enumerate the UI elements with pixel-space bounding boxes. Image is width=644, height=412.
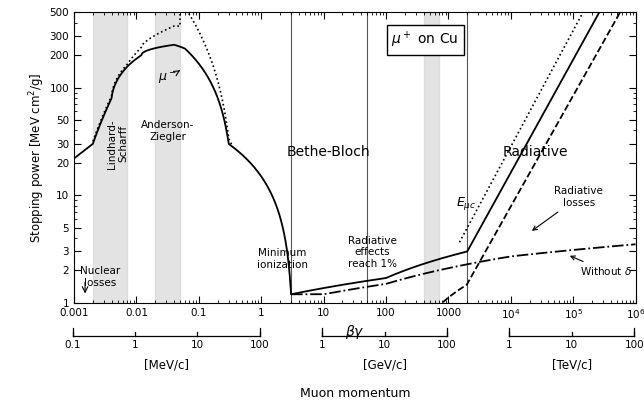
Text: Bethe-Bloch: Bethe-Bloch	[287, 145, 370, 159]
Text: $E_{\mu c}$: $E_{\mu c}$	[456, 195, 476, 212]
Text: 1: 1	[506, 340, 513, 350]
Text: Without $\delta$: Without $\delta$	[571, 256, 632, 277]
Text: Muon momentum: Muon momentum	[299, 387, 410, 400]
Text: 100: 100	[437, 340, 457, 350]
Bar	[93, 12, 127, 303]
X-axis label: $\beta\gamma$: $\beta\gamma$	[345, 323, 365, 341]
Text: Radiative
effects
reach 1%: Radiative effects reach 1%	[348, 236, 397, 269]
Text: $\mu^+$ on Cu: $\mu^+$ on Cu	[392, 30, 459, 50]
Text: [MeV/c]: [MeV/c]	[144, 358, 189, 372]
Text: 0.1: 0.1	[64, 340, 80, 350]
Text: Minimum
ionization: Minimum ionization	[257, 248, 308, 270]
Text: Radiative: Radiative	[503, 145, 569, 159]
Text: $\mu^-$: $\mu^-$	[158, 70, 180, 86]
Text: 100: 100	[624, 340, 644, 350]
Text: Nuclear
losses: Nuclear losses	[80, 266, 120, 288]
Text: 10: 10	[191, 340, 204, 350]
Bar	[155, 12, 180, 303]
Text: 1: 1	[319, 340, 325, 350]
Text: Radiative
losses: Radiative losses	[533, 186, 603, 230]
Text: [TeV/c]: [TeV/c]	[552, 358, 592, 372]
Y-axis label: Stopping power [MeV cm$^2$/g]: Stopping power [MeV cm$^2$/g]	[27, 73, 47, 243]
Text: Anderson-
Ziegler: Anderson- Ziegler	[142, 120, 194, 142]
Bar	[424, 12, 439, 303]
Text: 1: 1	[131, 340, 138, 350]
Text: 10: 10	[565, 340, 578, 350]
Text: Lindhard-
Scharff: Lindhard- Scharff	[107, 119, 129, 169]
Text: 10: 10	[378, 340, 391, 350]
Text: 100: 100	[250, 340, 270, 350]
Text: [GeV/c]: [GeV/c]	[363, 358, 406, 372]
